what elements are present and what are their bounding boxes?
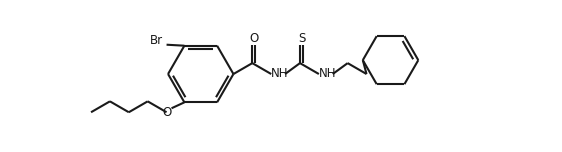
Text: S: S [298, 32, 305, 45]
Text: NH: NH [319, 67, 337, 79]
Text: NH: NH [271, 67, 289, 79]
Text: O: O [162, 106, 171, 119]
Text: Br: Br [150, 34, 163, 47]
Text: O: O [249, 32, 259, 45]
